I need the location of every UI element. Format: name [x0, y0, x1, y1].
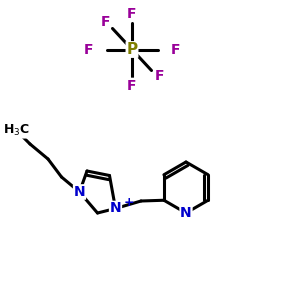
Text: F: F	[171, 43, 180, 56]
Text: N: N	[110, 202, 121, 215]
Text: F: F	[127, 7, 137, 20]
Text: F: F	[84, 43, 93, 56]
Text: P: P	[126, 42, 138, 57]
Text: F: F	[127, 79, 137, 92]
Text: H$_3$C: H$_3$C	[3, 123, 30, 138]
Text: N: N	[180, 206, 192, 220]
Text: +: +	[124, 196, 134, 209]
Text: N: N	[74, 185, 85, 199]
Text: F: F	[100, 16, 110, 29]
Text: F: F	[154, 70, 164, 83]
